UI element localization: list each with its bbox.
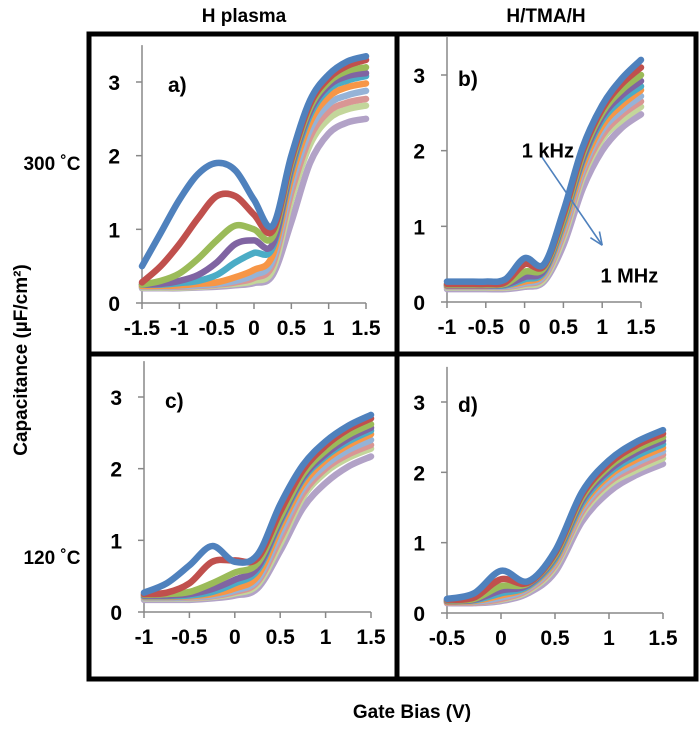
panel-label: d) [458,394,478,417]
x-tick-label: -1 [438,316,457,339]
y-tick-label: 1 [110,530,122,553]
series-line-3 [140,420,375,599]
y-tick-label: 0 [110,602,122,625]
panel-c: -1 -0.5 0 0.5 1 1.5 0 1 2 3 c) [110,361,386,649]
frequency-arrow [539,153,603,246]
y-tick-label: 3 [110,387,122,410]
x-tick-label: -0.5 [429,627,466,650]
y-tick-label: 2 [110,459,122,482]
x-tick-label: 0 [248,317,260,340]
y-tick-label: 2 [413,141,425,164]
x-tick-label: 0 [519,316,531,339]
x-tick-label: 0 [229,626,241,649]
x-tick-label: 0.5 [266,626,296,649]
x-tick-label: 0 [495,627,507,650]
y-tick-label: 0 [413,292,425,315]
panel-b: -1 -0.5 0 0.5 1 1.5 0 1 2 3 b) 1 kHz 1 MHz [413,37,658,339]
x-tick-label: 1 [323,317,335,340]
row-title-120c: 120 ˚C [23,548,80,569]
x-tick-label: -1.5 [124,317,161,340]
series-line-7 [138,87,370,291]
column-title-h-plasma: H plasma [202,6,287,27]
x-tick-label: -0.5 [171,626,208,649]
panel-frame [86,31,699,682]
x-axis-label: Gate Bias (V) [353,702,471,723]
x-tick-label: 0.5 [540,627,570,650]
row-title-300c: 300 ˚C [23,154,80,175]
x-tick-label: 0.5 [277,317,307,340]
panel-a: -1.5 -1 -0.5 0 0.5 1 1.5 0 1 2 3 a) [108,45,381,340]
x-tick-label: -0.5 [468,316,505,339]
panel-label: b) [458,68,478,91]
y-axis-label: Capacitance (µF/cm²) [11,264,32,456]
x-tick-label: -0.5 [199,317,236,340]
y-tick-label: 3 [413,65,425,88]
x-tick-label: 1 [603,627,615,650]
series-line-1 [443,426,667,603]
x-tick-label: 1.5 [648,627,678,650]
arrow-head-icon [598,231,603,246]
annotation-label: 1 MHz [600,266,658,288]
column-title-h-tma-h: H/TMA/H [506,6,585,27]
y-tick-label: 0 [108,293,120,316]
series-line-10 [443,460,667,607]
panel-label: c) [165,390,184,413]
x-tick-label: 1 [596,316,608,339]
x-tick-label: 1.5 [351,317,381,340]
y-tick-label: 0 [413,603,425,626]
y-tick-label: 3 [108,72,120,95]
series-line-1 [140,411,375,596]
y-tick-label: 1 [413,216,425,239]
series-line-2 [443,64,645,288]
arrow-head-icon [589,237,603,246]
series-line-1 [138,52,370,270]
y-tick-label: 1 [413,533,425,556]
x-tick-label: -1 [135,626,154,649]
y-tick-label: 2 [108,146,120,169]
y-tick-label: 1 [108,219,120,242]
x-tick-label: 0.5 [549,316,579,339]
x-tick-label: 1 [320,626,332,649]
y-tick-label: 2 [413,462,425,485]
annotation-label: 1 kHz [522,141,574,163]
x-tick-label: -1 [170,317,189,340]
series-line-1 [443,56,645,286]
panel-label: a) [168,74,187,97]
x-tick-label: 1.5 [626,316,656,339]
y-tick-label: 3 [413,392,425,415]
x-tick-label: 1.5 [356,626,386,649]
